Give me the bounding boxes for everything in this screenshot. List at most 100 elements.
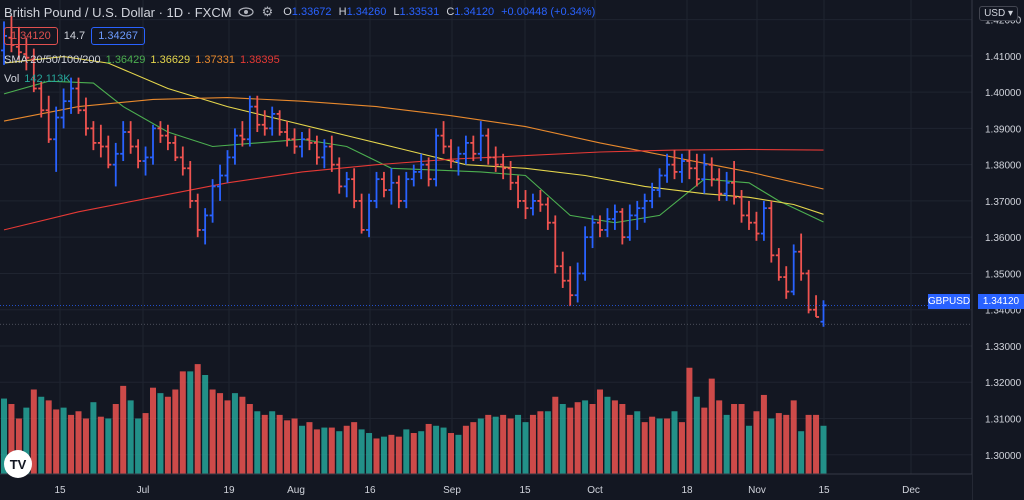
price-tick-label: 1.35000 — [985, 269, 1022, 280]
time-tick-label: Sep — [443, 485, 461, 496]
volume-bar — [306, 422, 313, 474]
volume-bar — [142, 413, 149, 474]
volume-bar — [209, 389, 216, 474]
volume-bar — [656, 418, 663, 474]
time-tick-label: Aug — [287, 485, 305, 496]
volume-bar — [597, 389, 603, 474]
volume-bar — [433, 425, 440, 474]
volume-bar — [544, 411, 551, 474]
volume-bar — [164, 396, 171, 474]
time-tick-label: Oct — [587, 485, 603, 496]
sma-legend[interactable]: SMA 20/50/100/200 1.36429 1.36629 1.3733… — [4, 54, 280, 66]
volume-bar — [202, 374, 209, 474]
symbol-title[interactable]: British Pound / U.S. Dollar · 1D · FXCM — [4, 4, 232, 20]
price-tick-label: 1.33000 — [985, 342, 1022, 353]
volume-bar — [127, 400, 134, 474]
volume-bar — [8, 404, 15, 474]
volume-bar — [172, 389, 179, 474]
volume-bar — [731, 404, 738, 474]
volume-bar — [820, 425, 827, 474]
ohlc-values: O1.33672 H1.34260 L1.33531 C1.34120 +0.0… — [283, 6, 596, 18]
price-tick-label: 1.40000 — [985, 88, 1022, 99]
time-tick-label: 18 — [681, 485, 693, 496]
volume-bar — [224, 400, 231, 474]
volume-bar — [157, 393, 164, 474]
volume-bar — [813, 414, 820, 474]
volume-bar — [448, 433, 454, 474]
volume-bar — [328, 427, 335, 474]
volume-bar — [708, 378, 715, 474]
time-tick-label: 19 — [223, 485, 235, 496]
price-tick-label: 1.36000 — [985, 233, 1022, 244]
volume-bar — [477, 418, 484, 474]
volume-bar — [775, 413, 782, 474]
volume-bar — [559, 404, 566, 474]
volume-bar — [231, 393, 238, 474]
volume-bar — [783, 414, 790, 474]
volume-bar — [790, 400, 797, 474]
volume-bar — [753, 411, 760, 474]
volume-bar — [641, 422, 648, 474]
time-tick-label: 15 — [818, 485, 830, 496]
volume-bar — [30, 389, 37, 474]
change-value: +0.00448 (+0.34%) — [501, 6, 596, 18]
volume-bar — [82, 418, 89, 474]
volume-bar — [611, 400, 618, 474]
time-tick-label: 16 — [364, 485, 376, 496]
currency-selector[interactable]: USD ▾ — [979, 6, 1018, 21]
volume-bar — [60, 407, 67, 474]
volume-bar — [284, 420, 291, 474]
trade-buttons: 1.34120 14.7 1.34267 — [4, 27, 145, 45]
volume-legend[interactable]: Vol 142.113K — [4, 73, 71, 85]
time-tick-label: Nov — [748, 485, 766, 496]
time-axis-bg — [0, 474, 972, 500]
price-tick-label: 1.41000 — [985, 52, 1022, 63]
volume-bar — [15, 418, 22, 474]
volume-bar — [68, 414, 75, 474]
volume-bar — [291, 418, 298, 474]
sma200-value: 1.38395 — [239, 54, 280, 66]
volume-bar — [649, 416, 656, 474]
volume-bar — [276, 414, 283, 474]
volume-bar — [246, 404, 253, 474]
volume-bar — [410, 433, 417, 474]
volume-bar — [313, 429, 320, 474]
volume-bar — [552, 396, 559, 474]
volume-bar — [194, 364, 201, 474]
volume-bar — [53, 409, 60, 474]
price-tick-label: 1.42000 — [985, 16, 1022, 27]
volume-bar — [425, 423, 432, 474]
time-tick-label: Dec — [902, 485, 920, 496]
last-price-tag: 1.34120 — [978, 294, 1024, 309]
symbol-price-tag: GBPUSD — [927, 294, 971, 309]
volume-bar — [321, 427, 328, 474]
volume-bar — [38, 396, 45, 474]
volume-bar — [693, 396, 700, 474]
volume-bar — [455, 434, 462, 474]
volume-bar — [574, 402, 581, 474]
volume-bar — [500, 414, 507, 474]
volume-bar — [440, 427, 447, 474]
volume-bar — [112, 404, 119, 474]
volume-bar — [403, 429, 410, 474]
volume-bar — [269, 411, 276, 474]
volume-bar — [254, 411, 261, 474]
volume-bar — [805, 414, 812, 474]
gear-icon[interactable]: ⚙ — [261, 4, 274, 19]
volume-bar — [395, 436, 402, 474]
volume-bar — [507, 418, 514, 474]
volume-bar — [626, 414, 633, 474]
sma-label: SMA 20/50/100/200 — [4, 54, 101, 66]
volume-bar — [358, 429, 365, 474]
buy-button[interactable]: 1.34267 — [91, 27, 145, 45]
volume-bar — [619, 404, 626, 474]
volume-bar — [589, 404, 596, 474]
volume-bar — [366, 433, 373, 474]
volume-bar — [373, 438, 380, 474]
volume-bar — [760, 394, 767, 474]
sell-button[interactable]: 1.34120 — [4, 27, 58, 45]
tradingview-logo-icon[interactable]: TV — [4, 450, 32, 478]
volume-bar — [604, 396, 611, 474]
eye-icon[interactable] — [237, 7, 254, 17]
